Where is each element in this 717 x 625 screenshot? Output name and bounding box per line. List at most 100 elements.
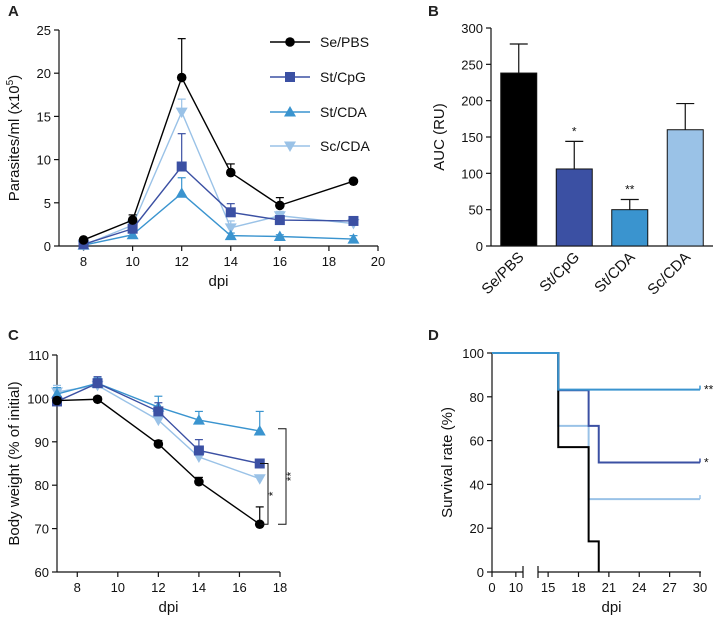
chart-b-y-tick-label: 100	[461, 166, 483, 181]
chart-c-y-tick-label: 60	[35, 565, 49, 580]
chart-d-y-tick-label: 20	[470, 521, 484, 536]
chart-d-x-tick-label: 21	[602, 580, 616, 595]
significance-label: *	[266, 491, 280, 496]
chart-c-point-sc-cda	[253, 474, 266, 485]
chart-b-y-axis-label: AUC (RU)	[431, 103, 448, 171]
chart-c-point-st-cpg	[92, 378, 103, 389]
legend-label-st-cpg: St/CpG	[320, 69, 366, 85]
chart-a-point-st-cda	[347, 233, 360, 244]
chart-c-x-tick-label: 16	[232, 580, 246, 595]
chart-c-x-axis-label: dpi	[158, 599, 178, 616]
chart-c-y-tick-label: 110	[28, 348, 49, 363]
chart-a-point-se-pbs	[275, 200, 285, 211]
chart-b-x-tick-label: St/CDA	[591, 249, 638, 296]
chart-a-x-tick-label: 10	[125, 254, 139, 269]
chart-a-y-axis-label: Parasites/ml (x105)	[5, 75, 23, 201]
chart-c-body-weight: 60 70 80 90 100 110 8 10 12 14 16 18 dpi Body weight …	[6, 348, 298, 616]
chart-a-series-se-pbs	[78, 38, 359, 245]
chart-a-point-st-cpg	[274, 215, 285, 226]
chart-b-y-tick-label: 250	[461, 57, 483, 72]
chart-c-point-st-cda	[51, 388, 63, 399]
chart-c-point-st-cpg	[193, 445, 204, 456]
bar-st-cda	[611, 209, 649, 247]
chart-a-x-tick-label: 18	[322, 254, 336, 269]
chart-a-y-tick-label: 10	[37, 153, 51, 168]
chart-c-x-tick-label: 14	[192, 580, 206, 595]
bar-sc-cda	[666, 129, 704, 247]
chart-d-x-tick-label: 30	[693, 580, 707, 595]
chart-c-y-tick-label: 100	[27, 391, 49, 406]
chart-c-series-sc-cda	[51, 378, 266, 485]
chart-c-point-st-cda	[192, 414, 205, 425]
chart-a-point-sc-cda	[224, 223, 237, 234]
survival-curve-st-cda	[492, 352, 700, 391]
chart-a-y-tick-label: 0	[44, 239, 51, 254]
chart-a-series-st-cpg	[78, 133, 359, 250]
chart-a-point-se-pbs	[225, 167, 236, 178]
chart-a-point-se-pbs	[78, 235, 89, 245]
legend-label-sc-cda: Sc/CDA	[320, 138, 370, 154]
chart-a-point-se-pbs	[348, 176, 359, 186]
chart-c-y-axis-label-text: Body weight (% of initial)	[6, 381, 23, 545]
chart-b-y-tick-label: 150	[461, 130, 483, 145]
chart-b-y-tick-label: 50	[469, 203, 483, 218]
chart-a-point-st-cpg	[127, 223, 138, 234]
chart-d-x-tick-label: 10	[509, 580, 523, 595]
chart-a-line-st-cda	[83, 192, 354, 246]
chart-a-x-tick-label: 14	[224, 254, 238, 269]
chart-c-point-st-cpg	[153, 406, 164, 417]
chart-a-x-tick-label: 12	[174, 254, 188, 269]
bar-significance-st-cda: **	[625, 182, 635, 196]
bar-se-pbs	[500, 72, 538, 247]
chart-b-x-tick-label: Se/PBS	[478, 249, 527, 298]
chart-c-point-se-pbs	[153, 439, 164, 449]
chart-c-x-tick-label: 8	[74, 580, 81, 595]
chart-a-point-st-cda	[175, 187, 188, 198]
chart-c-y-tick-label: 90	[35, 435, 49, 450]
panel-letter-a: A	[8, 3, 19, 20]
chart-d-survival: 0 20 40 60 80 100 0 10 15 18 21 24 27 30 dpi Survival r…	[439, 346, 714, 616]
chart-d-x-tick-label: 24	[632, 580, 646, 595]
chart-c-y-axis-label: Body weight (% of initial)	[6, 381, 23, 545]
chart-a-point-se-pbs	[176, 72, 187, 83]
chart-a-y-tick-label: 15	[37, 109, 51, 124]
legend-marker-sc-cda	[284, 141, 296, 152]
chart-b-y-tick-label: 200	[461, 94, 483, 109]
chart-c-point-se-pbs	[52, 395, 62, 406]
chart-b-x-tick-label: St/CpG	[536, 249, 583, 296]
chart-d-y-tick-label: 40	[470, 477, 484, 492]
bar-st-cpg	[555, 168, 593, 247]
significance-bracket	[260, 463, 269, 525]
chart-a-y-tick-label: 5	[44, 196, 51, 211]
legend-item-sc-cda: Sc/CDA	[270, 138, 370, 154]
chart-a-line-st-cpg	[83, 165, 354, 245]
chart-a-x-tick-label: 16	[273, 254, 287, 269]
chart-c-point-se-pbs	[254, 519, 265, 530]
chart-a-y-tick-label: 20	[37, 66, 51, 81]
chart-a-parasitemia: 0 5 10 15 20 25 8 10 12 14 16 18 20 dpi Parasites/ml (…	[5, 23, 385, 290]
chart-d-x-tick-label: 0	[488, 580, 495, 595]
chart-a-point-sc-cda	[175, 107, 188, 119]
bar-significance-st-cpg: *	[572, 124, 577, 138]
survival-significance-st-cpg: *	[704, 456, 709, 470]
chart-a-x-tick-label: 8	[80, 254, 87, 269]
chart-c-point-se-pbs	[194, 476, 204, 487]
panel-letter-c: C	[8, 327, 19, 344]
chart-d-y-tick-label: 60	[470, 434, 484, 449]
significance-bracket	[278, 428, 287, 525]
chart-c-x-tick-label: 18	[273, 580, 287, 595]
chart-c-point-st-cpg	[254, 458, 265, 469]
chart-a-y-axis-label-end: )	[6, 75, 23, 80]
survival-curve-st-cpg	[492, 352, 700, 464]
chart-b-y-tick-label: 0	[476, 239, 483, 254]
chart-d-y-tick-label: 100	[462, 346, 484, 361]
chart-a-point-st-cpg	[348, 215, 359, 226]
chart-c-x-tick-label: 10	[111, 580, 125, 595]
survival-significance-st-cda: **	[704, 383, 714, 397]
chart-c-point-st-cda	[253, 424, 266, 436]
chart-a-y-axis-label-text: Parasites/ml (x10	[6, 85, 23, 201]
chart-b-y-tick-label: 300	[461, 21, 483, 36]
chart-a-series-sc-cda	[77, 98, 360, 252]
panel-letter-d: D	[428, 327, 439, 344]
